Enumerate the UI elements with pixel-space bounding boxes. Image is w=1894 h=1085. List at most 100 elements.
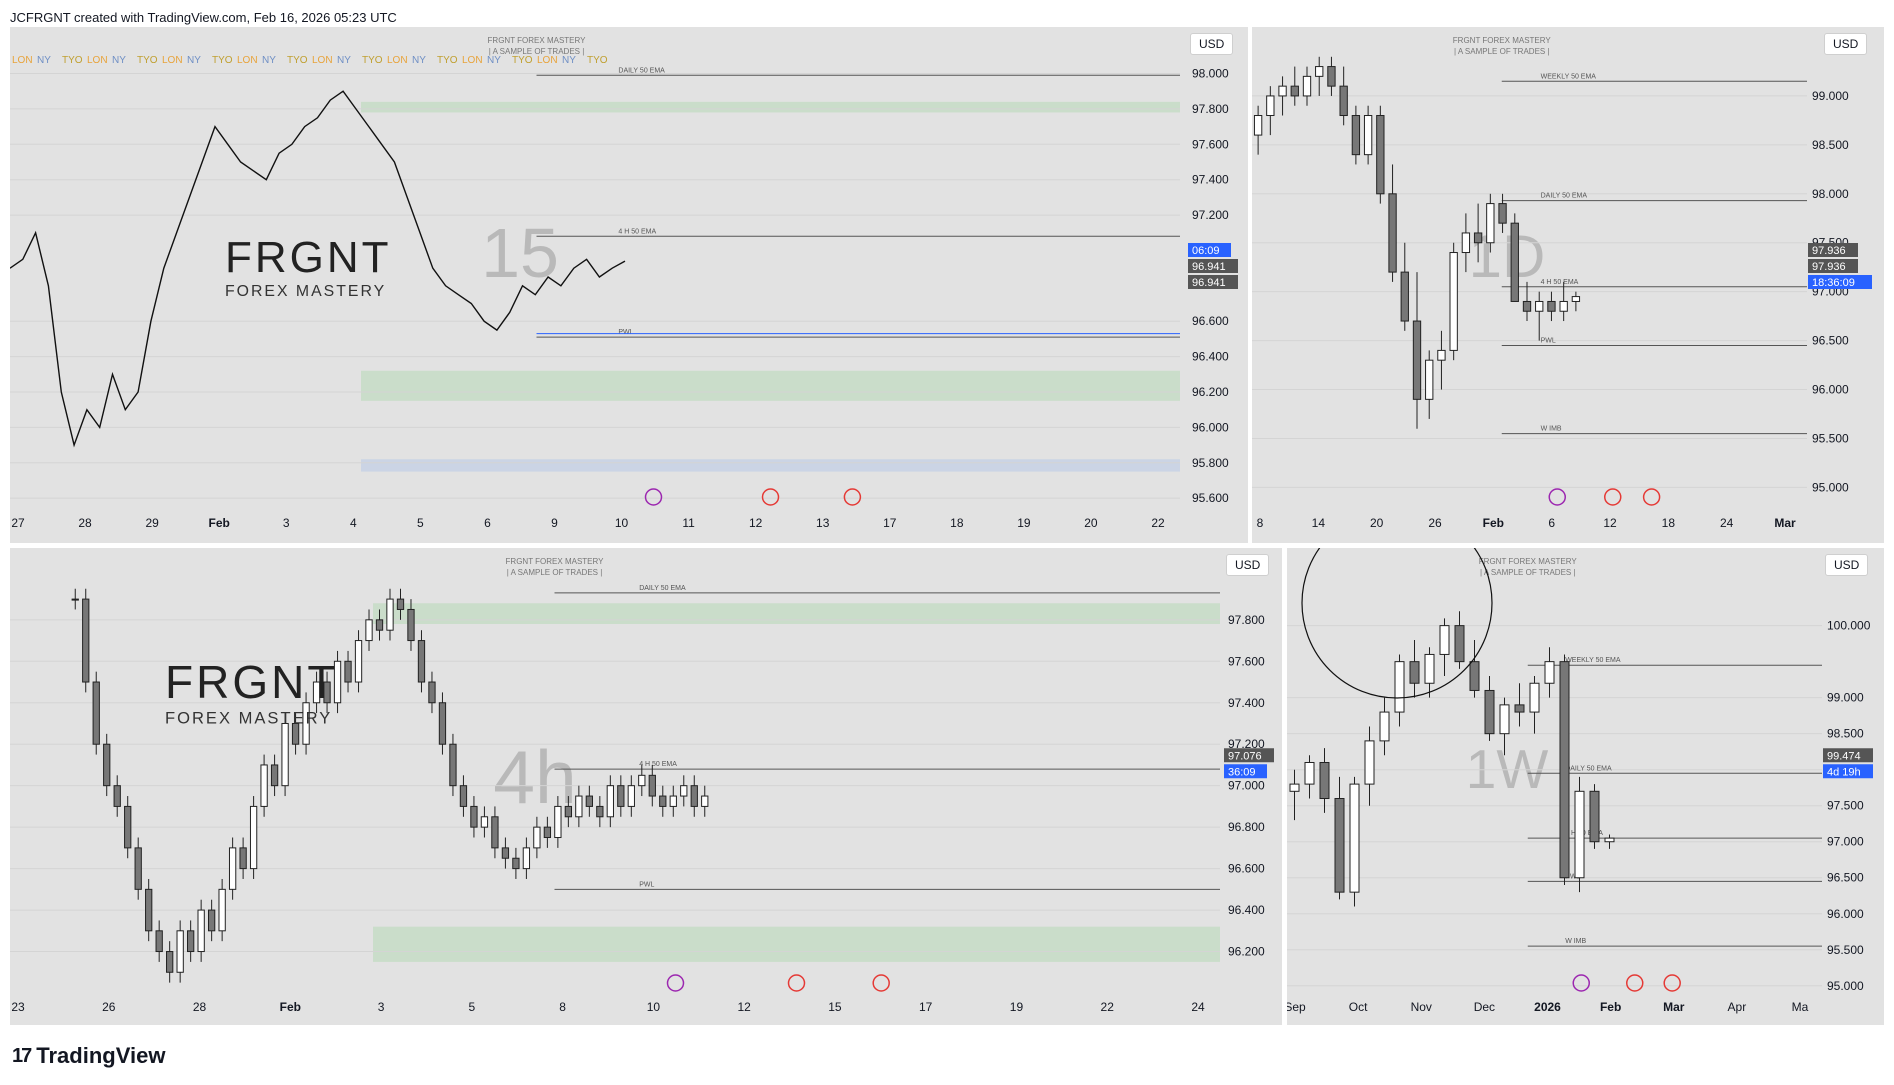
candle-body bbox=[249, 805, 258, 870]
x-tick-label: 20 bbox=[1084, 516, 1098, 530]
y-tick-label: 100.000 bbox=[1827, 619, 1871, 633]
x-tick-label: 15 bbox=[828, 1000, 842, 1014]
tradingview-footer[interactable]: 17 TradingView bbox=[12, 1043, 165, 1069]
level-annotation: PWL bbox=[618, 329, 633, 336]
x-tick-label: 10 bbox=[647, 1000, 661, 1014]
candle-body bbox=[1425, 359, 1434, 400]
y-tick-label: 96.400 bbox=[1228, 903, 1265, 917]
y-tick-label: 96.600 bbox=[1192, 314, 1229, 328]
session-label: NY bbox=[412, 55, 426, 66]
candle-body bbox=[260, 764, 268, 807]
y-tick-label: 97.600 bbox=[1228, 654, 1265, 668]
candle-body bbox=[596, 805, 604, 818]
candle-body bbox=[1574, 790, 1585, 879]
candle-body bbox=[1449, 252, 1458, 351]
chart-panel-15m[interactable]: FRGNT FOREX MASTERY | A SAMPLE OF TRADES … bbox=[10, 27, 1248, 543]
candle-body bbox=[1424, 653, 1435, 684]
chart-panel-1w[interactable]: FRGNT FOREX MASTERY | A SAMPLE OF TRADES … bbox=[1287, 548, 1884, 1025]
candle-body bbox=[1376, 115, 1385, 195]
candle-body bbox=[1400, 271, 1409, 322]
y-tick-label: 97.500 bbox=[1827, 799, 1864, 813]
x-tick-label: Sep bbox=[1287, 1000, 1306, 1014]
y-tick-label: 97.000 bbox=[1827, 835, 1864, 849]
x-tick-label: 27 bbox=[11, 516, 25, 530]
timeframe-watermark: 15 bbox=[481, 214, 559, 292]
candle-body bbox=[92, 681, 100, 745]
candle-body bbox=[1339, 85, 1348, 117]
session-label: LON bbox=[237, 55, 258, 66]
session-label: LON bbox=[537, 55, 558, 66]
x-tick-label: 6 bbox=[484, 516, 491, 530]
level-annotation: W IMB bbox=[1541, 426, 1562, 433]
candle-body bbox=[103, 743, 111, 787]
candle-body bbox=[218, 888, 226, 932]
y-tick-label: 96.800 bbox=[1228, 820, 1265, 834]
y-tick-label: 98.500 bbox=[1812, 138, 1849, 152]
price-label: 99.474 bbox=[1827, 750, 1861, 762]
candle-body bbox=[659, 795, 667, 807]
candle-body bbox=[1437, 349, 1446, 361]
candle-body bbox=[386, 598, 394, 631]
y-tick-label: 97.600 bbox=[1192, 137, 1229, 151]
candle-body bbox=[71, 598, 79, 601]
level-annotation: PWL bbox=[1565, 873, 1580, 880]
chart-1w-svg: FRGNT FOREX MASTERY | A SAMPLE OF TRADES … bbox=[1287, 548, 1873, 1014]
watermark-title: FRGNT FOREX MASTERY bbox=[488, 36, 587, 45]
candle-body bbox=[1315, 66, 1324, 77]
x-tick-label: 10 bbox=[615, 516, 629, 530]
y-tick-label: 95.000 bbox=[1827, 979, 1864, 993]
currency-label[interactable]: USD bbox=[1226, 554, 1270, 576]
session-label: NY bbox=[562, 55, 576, 66]
watermark-subtitle: | A SAMPLE OF TRADES | bbox=[507, 568, 603, 577]
price-label-box bbox=[1823, 748, 1873, 763]
zone-blue bbox=[361, 459, 1180, 472]
y-tick-label: 96.600 bbox=[1228, 862, 1265, 876]
candle-body bbox=[501, 847, 510, 859]
chart-panel-1d[interactable]: FRGNT FOREX MASTERY | A SAMPLE OF TRADES … bbox=[1252, 27, 1884, 543]
watermark-subtitle: | A SAMPLE OF TRADES | bbox=[489, 47, 585, 56]
session-label: TYO bbox=[137, 55, 158, 66]
candle-body bbox=[690, 785, 698, 807]
y-tick-label: 97.400 bbox=[1228, 696, 1265, 710]
event-us-flag-icon bbox=[872, 974, 890, 992]
price-label: 97.936 bbox=[1812, 261, 1846, 273]
candle-body bbox=[291, 722, 300, 745]
watermark-subtitle: | A SAMPLE OF TRADES | bbox=[1454, 47, 1550, 56]
price-label-box bbox=[1188, 243, 1231, 257]
candle-body bbox=[344, 660, 352, 683]
currency-label[interactable]: USD bbox=[1825, 554, 1869, 576]
level-annotation: W IMB bbox=[1565, 938, 1586, 945]
candle-body bbox=[575, 795, 583, 818]
timeframe-watermark: 4h bbox=[493, 735, 576, 819]
y-tick-label: 96.200 bbox=[1192, 385, 1229, 399]
x-tick-label: 28 bbox=[78, 516, 92, 530]
price-label-box bbox=[1808, 259, 1858, 273]
chart-1d-svg: FRGNT FOREX MASTERY | A SAMPLE OF TRADES … bbox=[1252, 36, 1872, 530]
currency-label[interactable]: USD bbox=[1824, 33, 1868, 55]
candle-body bbox=[438, 702, 447, 745]
brand-logo-subtext: FOREX MASTERY bbox=[165, 708, 332, 727]
watermark-title: FRGNT FOREX MASTERY bbox=[1479, 557, 1578, 566]
price-label: 4d 19h bbox=[1827, 766, 1861, 778]
candle-body bbox=[187, 930, 195, 953]
level-annotation: PWL bbox=[1541, 338, 1556, 345]
candle-body bbox=[145, 888, 153, 932]
candle-body bbox=[533, 826, 541, 849]
x-tick-label: Oct bbox=[1349, 1000, 1368, 1014]
price-label: 97.936 bbox=[1812, 245, 1846, 257]
candle-body bbox=[1290, 85, 1299, 97]
candle-body bbox=[1388, 193, 1397, 273]
x-tick-label: 18 bbox=[950, 516, 964, 530]
event-us-flag-icon bbox=[1626, 974, 1644, 992]
y-tick-label: 96.400 bbox=[1192, 350, 1229, 364]
x-tick-label: 12 bbox=[749, 516, 763, 530]
currency-label[interactable]: USD bbox=[1190, 33, 1234, 55]
candle-body bbox=[1522, 300, 1532, 312]
candle-body bbox=[375, 619, 384, 631]
y-tick-label: 95.500 bbox=[1827, 943, 1864, 957]
chart-panel-4h[interactable]: FRGNT FOREX MASTERY | A SAMPLE OF TRADES … bbox=[10, 548, 1282, 1025]
candle-body bbox=[1364, 740, 1375, 785]
level-annotation: WEEKLY 50 EMA bbox=[1565, 657, 1621, 664]
event-us-flag-icon bbox=[843, 488, 862, 506]
candle-body bbox=[1559, 300, 1568, 312]
